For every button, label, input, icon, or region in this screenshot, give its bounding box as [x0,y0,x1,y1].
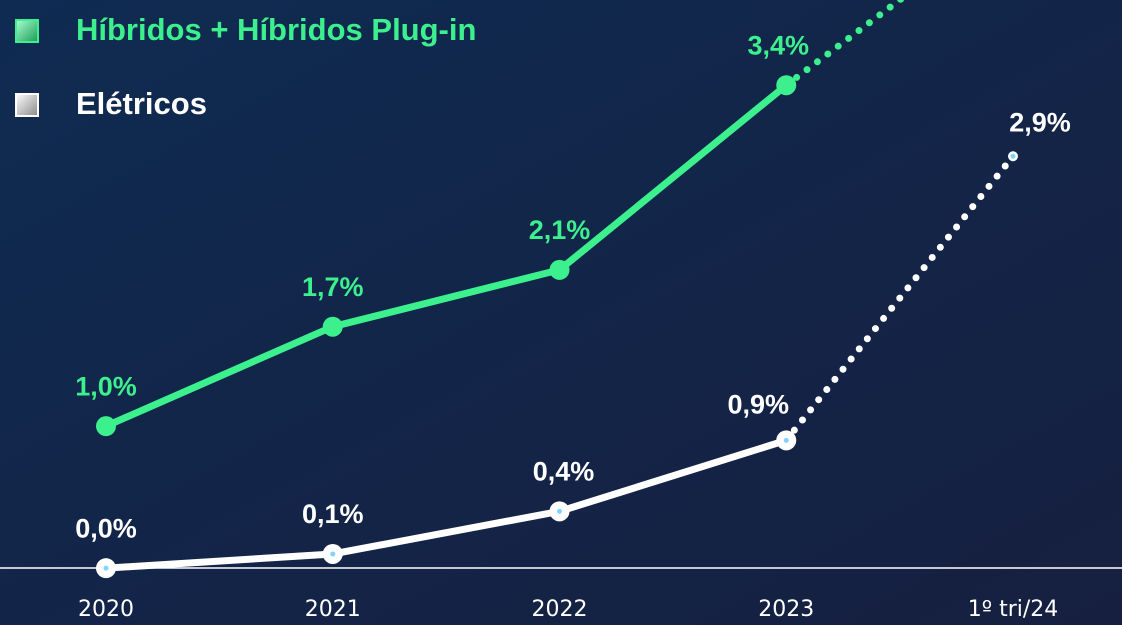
data-label: 0,0% [75,513,137,543]
legend-marker [15,93,39,117]
point-center [103,565,109,571]
data-label: 1,7% [302,272,364,302]
data-label: 0,4% [533,456,595,486]
data-label: 1,0% [75,371,137,401]
series-projection [782,152,1017,444]
point-center [330,551,336,557]
data-label: 3,4% [747,30,809,60]
data-label: 2,9% [1009,107,1071,137]
data-label: 2,1% [529,215,591,245]
legend-label: Elétricos [76,86,207,121]
x-tick-label: 2020 [78,597,134,622]
point [549,259,570,280]
series-line [104,82,789,430]
point [322,316,343,337]
x-tick-label: 1º tri/24 [968,597,1059,622]
data-label: 0,9% [727,389,789,419]
point-center [557,508,562,514]
point [776,75,797,96]
x-tick-label: 2022 [532,597,588,622]
x-tick-label: 2023 [758,597,814,622]
point-center [1010,153,1016,159]
data-label: 0,1% [302,499,364,529]
legend-label: Híbridos + Híbridos Plug-in [76,12,476,47]
series-line [105,437,788,572]
legend-marker [15,19,39,43]
point-center [783,437,789,443]
x-tick-label: 2021 [305,597,361,622]
point [96,416,116,437]
